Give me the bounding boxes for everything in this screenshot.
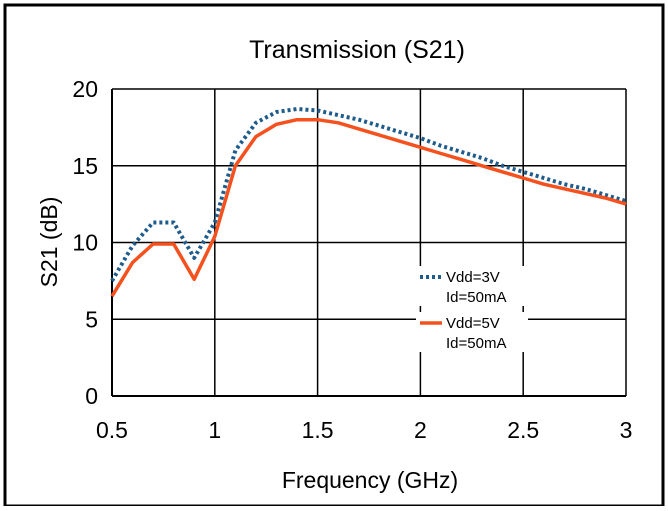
y-tick-label: 5 [85, 306, 98, 332]
legend-entry-bg [416, 312, 528, 352]
x-tick-label: 2.5 [507, 417, 539, 443]
y-tick-label: 20 [72, 76, 98, 102]
x-tick-label: 1 [208, 417, 221, 443]
x-tick-label: 2 [414, 417, 427, 443]
x-tick-label: 3 [620, 417, 633, 443]
grid [111, 88, 627, 397]
y-tick-label: 10 [72, 230, 98, 256]
x-tick-label: 0.5 [96, 417, 128, 443]
series-line-2 [110, 117, 627, 298]
series-lines [110, 107, 627, 298]
legend-label: Vdd=5V [446, 315, 500, 332]
chart-title: Transmission (S21) [249, 36, 465, 64]
y-tick-label: 0 [85, 383, 98, 409]
legend: Vdd=3V Id=50mA Vdd=5V Id=50mA [416, 266, 528, 352]
legend-label: Id=50mA [446, 289, 506, 306]
legend-entry-bg [416, 266, 528, 306]
legend-label: Vdd=3V [446, 269, 500, 286]
legend-label: Id=50mA [446, 335, 506, 352]
x-axis-title: Frequency (GHz) [282, 467, 458, 493]
y-axis-title: S21 (dB) [36, 197, 62, 288]
tick-labels: 0 5 10 15 20 0.5 1 1.5 2 2.5 3 [72, 76, 632, 443]
y-tick-label: 15 [72, 153, 98, 179]
series-line-1 [110, 107, 627, 282]
x-tick-label: 1.5 [302, 417, 334, 443]
